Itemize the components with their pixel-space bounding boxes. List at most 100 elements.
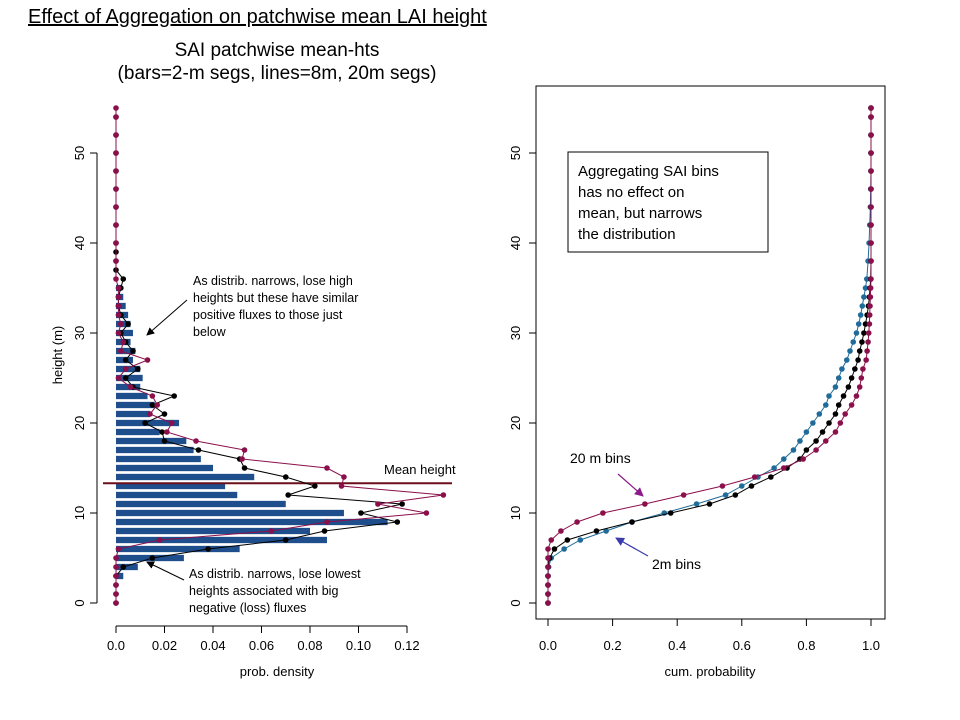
density-series-point bbox=[149, 402, 156, 408]
density-series-point bbox=[168, 420, 175, 426]
density-series-point bbox=[113, 582, 119, 588]
right-x-tick-label: 1.0 bbox=[862, 638, 880, 653]
arrow-20m-bins bbox=[617, 473, 644, 497]
cdf-series-point bbox=[826, 420, 832, 426]
cdf-series-point bbox=[848, 402, 855, 408]
cdf-series-point bbox=[853, 330, 860, 336]
density-series-point bbox=[205, 546, 211, 552]
cdf-series-point bbox=[803, 429, 810, 435]
annotation-box-line: the distribution bbox=[578, 226, 676, 243]
density-series-point bbox=[113, 105, 119, 111]
cdf-series-point bbox=[603, 528, 609, 534]
density-bar bbox=[116, 491, 238, 499]
cdf-series-point bbox=[680, 492, 687, 498]
cdf-series-point bbox=[832, 429, 839, 435]
cdf-series-point bbox=[558, 528, 564, 534]
label-20m-bins: 20 m bins bbox=[570, 450, 631, 466]
density-series-point bbox=[193, 438, 199, 444]
cdf-series-point bbox=[857, 312, 864, 318]
cdf-series-point bbox=[551, 546, 558, 552]
cdf-series-point bbox=[847, 348, 853, 354]
cdf-series-point bbox=[839, 366, 845, 372]
cdf-series-point bbox=[629, 519, 635, 525]
cdf-series-point bbox=[822, 402, 829, 408]
density-series-point bbox=[161, 438, 168, 444]
density-bar bbox=[116, 428, 160, 436]
right-y-tick-label: 50 bbox=[508, 146, 523, 160]
cdf-series-point bbox=[719, 483, 726, 489]
annotation-box bbox=[567, 151, 769, 253]
density-series-point bbox=[120, 339, 127, 345]
density-series-point bbox=[358, 510, 364, 516]
density-bar bbox=[116, 455, 201, 463]
density-series-point bbox=[127, 384, 134, 390]
density-series-point bbox=[122, 375, 129, 381]
cdf-series-point bbox=[780, 456, 787, 462]
cdf-series-point bbox=[867, 285, 874, 291]
density-series-point bbox=[341, 474, 347, 480]
right-y-tick-label: 0 bbox=[508, 599, 523, 606]
density-series-point bbox=[338, 483, 345, 489]
left-x-tick-label: 0.04 bbox=[200, 638, 225, 653]
cdf-series-point bbox=[722, 492, 729, 498]
cdf-series-point bbox=[840, 393, 847, 399]
density-series-point bbox=[241, 447, 248, 453]
density-bar bbox=[116, 563, 138, 571]
annotation-high-heights-arrow bbox=[146, 299, 188, 336]
cdf-series-point bbox=[865, 330, 872, 336]
cdf-series-point bbox=[856, 384, 863, 390]
cdf-series-point bbox=[868, 186, 874, 192]
cdf-series-point bbox=[771, 465, 777, 471]
left-y-tick-label: 10 bbox=[72, 506, 87, 520]
cdf-series-point bbox=[545, 564, 551, 570]
cdf-series-point bbox=[853, 393, 860, 399]
density-bar bbox=[116, 446, 194, 454]
cdf-series-point bbox=[706, 501, 713, 507]
cdf-series-point bbox=[739, 483, 745, 489]
cdf-series-point bbox=[826, 393, 832, 399]
density-series-point bbox=[164, 429, 170, 435]
left-y-tick-label: 40 bbox=[72, 236, 87, 250]
density-bar bbox=[116, 401, 155, 409]
cdf-series-point bbox=[864, 276, 870, 282]
cdf-series-point bbox=[732, 492, 739, 498]
annotation-box-line: Aggregating SAI bins bbox=[578, 163, 719, 180]
cdf-series-point bbox=[842, 411, 848, 417]
cdf-series-point bbox=[564, 537, 571, 543]
density-series-point bbox=[149, 555, 156, 561]
cdf-series-point bbox=[667, 510, 674, 516]
density-series-point bbox=[324, 519, 330, 525]
cdf-series-point bbox=[797, 438, 803, 444]
density-series-point bbox=[122, 366, 129, 372]
cdf-series-point bbox=[868, 105, 874, 111]
density-series-point bbox=[195, 447, 202, 453]
cdf-series-point bbox=[835, 375, 842, 381]
density-series-point bbox=[423, 510, 430, 516]
density-series-point bbox=[135, 366, 141, 372]
density-bar bbox=[116, 473, 255, 481]
density-series-point bbox=[115, 546, 122, 552]
density-bar bbox=[116, 482, 226, 490]
left-chart-title: SAI patchwise mean-hts bbox=[175, 40, 380, 61]
right-y-tick-label: 10 bbox=[508, 506, 523, 520]
cdf-series-point bbox=[863, 357, 869, 363]
left-y-tick-label: 20 bbox=[72, 416, 87, 430]
annotation-low-heights-line: As distrib. narrows, lose lowest bbox=[189, 567, 361, 581]
density-series-point bbox=[321, 528, 328, 534]
density-series-point bbox=[120, 276, 127, 282]
right-y-tick-label: 40 bbox=[508, 236, 523, 250]
annotation-high-heights-line: below bbox=[193, 325, 227, 339]
density-series-point bbox=[282, 474, 289, 480]
cdf-series-point bbox=[545, 555, 551, 561]
cdf-series-point bbox=[850, 339, 857, 345]
density-bar bbox=[116, 545, 240, 553]
density-series-point bbox=[113, 591, 119, 597]
cdf-series-point bbox=[862, 285, 869, 291]
cdf-series-point bbox=[868, 132, 874, 138]
density-bar bbox=[116, 374, 143, 382]
cdf-series-point bbox=[822, 438, 829, 444]
cdf-series-point bbox=[868, 168, 874, 174]
cdf-series-point bbox=[561, 546, 567, 552]
density-bar bbox=[116, 464, 213, 472]
left-chart-subtitle: (bars=2-m segs, lines=8m, 20m segs) bbox=[118, 63, 437, 84]
